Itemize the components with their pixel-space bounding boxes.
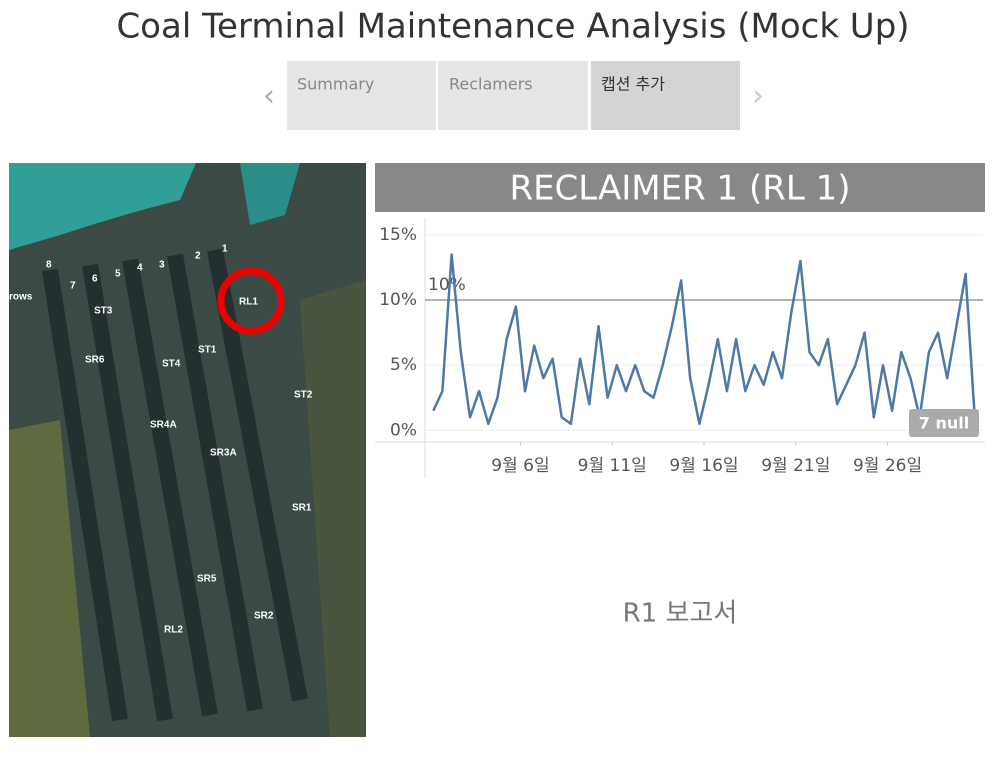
tab-label[interactable]: 캡션 추가 — [601, 75, 665, 94]
aerial-map: rows 8 7 6 5 4 3 2 1 RL1 ST3 SR6 ST4 ST1… — [9, 163, 366, 737]
water — [9, 163, 196, 250]
chart-header — [375, 163, 985, 212]
map-label: 1 — [222, 244, 228, 255]
tab-label[interactable]: Summary — [297, 75, 374, 94]
x-tick-label: 9월 26일 — [853, 456, 922, 476]
null-badge — [909, 409, 979, 437]
x-tick-label: 9월 6일 — [491, 456, 549, 476]
map-label: SR2 — [254, 611, 274, 622]
line-series — [432, 253, 976, 426]
water — [240, 163, 300, 225]
map-label: 2 — [195, 251, 201, 262]
chart-title: RECLAIMER 1 (RL 1) — [509, 169, 850, 209]
report-caption: R1 보고서 — [623, 599, 738, 629]
map-label: SR3A — [210, 448, 237, 459]
tab[interactable] — [287, 61, 436, 130]
map-label: 3 — [159, 260, 165, 271]
map-label: SR4A — [150, 420, 177, 431]
y-tick-label: 10% — [379, 290, 417, 310]
map-label: RL2 — [164, 625, 183, 636]
map-label: ST2 — [294, 390, 313, 401]
map-label: ST3 — [94, 306, 113, 317]
x-tick-label: 9월 16일 — [669, 456, 738, 476]
vegetation — [300, 280, 366, 737]
map-label: SR6 — [85, 355, 105, 366]
map-label: SR5 — [197, 574, 217, 585]
y-tick-label: 5% — [390, 355, 417, 375]
vegetation — [9, 420, 90, 737]
map-label: SR1 — [292, 503, 312, 514]
y-tick-label: 15% — [379, 225, 417, 245]
tab[interactable] — [438, 61, 588, 130]
null-indicator: 7 null — [919, 414, 969, 433]
tab-selected[interactable] — [591, 61, 740, 130]
map-label: rows — [9, 292, 33, 303]
reference-label: 10% — [428, 275, 466, 295]
x-tick-label: 9월 21일 — [761, 456, 830, 476]
page-title: Coal Terminal Maintenance Analysis (Mock… — [116, 7, 909, 47]
map-label: 8 — [46, 260, 52, 271]
y-tick-label: 0% — [390, 420, 417, 440]
map-label: 6 — [92, 274, 98, 285]
prev-arrow[interactable]: ‹ — [263, 79, 275, 114]
next-arrow[interactable]: › — [752, 79, 764, 114]
map-label: RL1 — [239, 297, 258, 308]
map-label: ST1 — [198, 345, 217, 356]
map-label: 7 — [70, 281, 76, 292]
map-label: ST4 — [162, 359, 181, 370]
map-label: 4 — [137, 263, 143, 274]
tab-label[interactable]: Reclamers — [449, 75, 533, 94]
map-label: 5 — [115, 269, 121, 280]
highlight-circle — [217, 267, 285, 335]
x-tick-label: 9월 11일 — [578, 456, 647, 476]
